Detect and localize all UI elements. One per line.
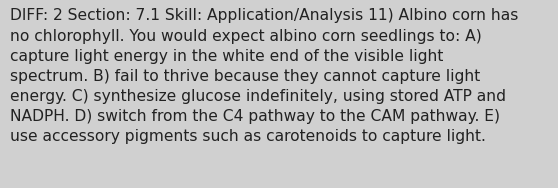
Text: DIFF: 2 Section: 7.1 Skill: Application/Analysis 11) Albino corn has
no chloroph: DIFF: 2 Section: 7.1 Skill: Application/… — [10, 8, 518, 144]
